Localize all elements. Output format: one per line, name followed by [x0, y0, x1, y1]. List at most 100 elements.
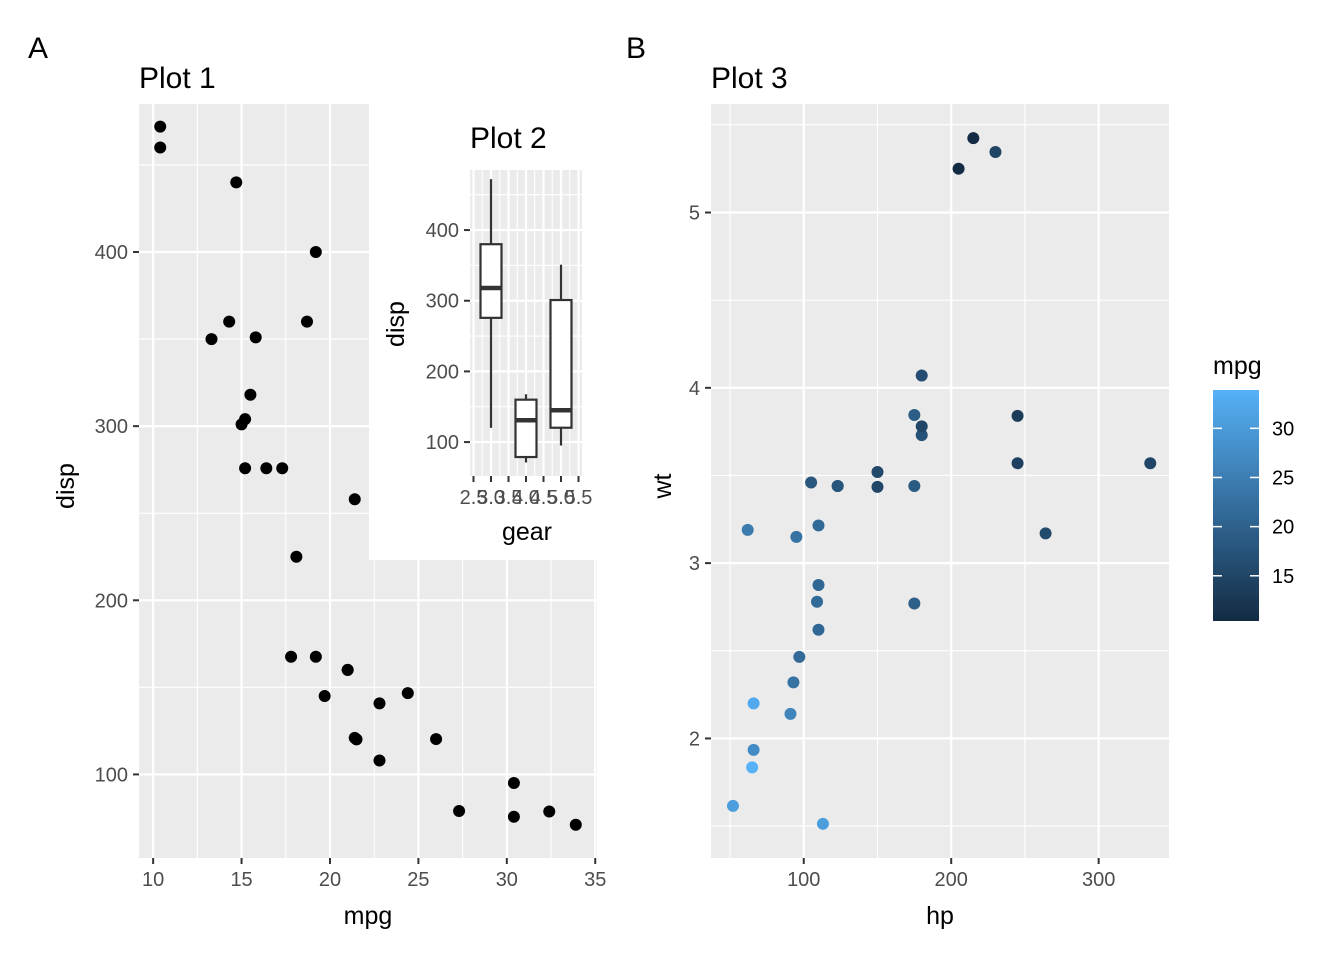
plot3-point [726, 799, 739, 812]
plot1-point [373, 697, 386, 710]
plot1-point [239, 462, 252, 475]
p1-x-tick-label: 25 [407, 869, 429, 891]
plot1-point [290, 550, 303, 563]
plot1-point [309, 650, 322, 663]
plot1-points [154, 120, 582, 831]
plot2-title: Plot 2 [470, 122, 547, 155]
plot1-point [260, 462, 273, 475]
p3-y-tick-label: 2 [689, 728, 700, 750]
panel-tag-b: B [626, 32, 646, 65]
p1-x-tick-label: 10 [142, 869, 164, 891]
plot2-box [549, 298, 573, 429]
plot1-y-axis-label: disp [52, 463, 80, 509]
legend-tick-label: 20 [1272, 517, 1294, 539]
plot2-boxes [479, 179, 573, 463]
plot2-x-axis-label: gear [502, 518, 552, 546]
p1-y-tick-label: 300 [95, 416, 128, 438]
plot3-point [805, 476, 818, 489]
plot1-point [543, 805, 556, 818]
p2-x-tick-label: 3.0 [477, 487, 505, 509]
plot3-point [747, 697, 760, 710]
plot2-y-axis-label: disp [382, 301, 410, 347]
plot3-y-axis-label: wt [649, 473, 677, 499]
p1-y-tick-label: 100 [95, 764, 128, 786]
plot3-point [812, 623, 825, 636]
plot3-point [746, 761, 759, 774]
plot1-point [348, 731, 361, 744]
plot1-title: Plot 1 [139, 62, 216, 95]
p2-x-tick-label: 3.5 [495, 487, 523, 509]
p2-y-tick-label: 100 [426, 432, 459, 454]
plot2-inset: 2.53.03.54.04.55.05.5 100 200 300 400 Plot 2… [369, 104, 599, 560]
plot1-point [300, 315, 313, 328]
p3-x-tick-label: 200 [935, 869, 968, 891]
p2-x-tick-label: 2.5 [460, 487, 488, 509]
plot3-point [816, 817, 829, 830]
p1-x-tick-label: 30 [496, 869, 518, 891]
panel-tag-a: A [28, 32, 48, 65]
p3-x-tick-label: 100 [787, 869, 820, 891]
plot3-point [1011, 457, 1024, 470]
p2-x-tick-label: 5.5 [565, 487, 593, 509]
legend-tick-label: 25 [1272, 467, 1294, 489]
legend-title: mpg [1213, 352, 1262, 380]
plot3-point [784, 707, 797, 720]
plot1-point [235, 418, 248, 431]
plot3-point [915, 420, 928, 433]
plot3-point [908, 408, 921, 421]
plot1-point [154, 141, 167, 154]
plot3-point [787, 676, 800, 689]
p1-y-tick-label: 200 [95, 590, 128, 612]
plot1-point [154, 120, 167, 133]
p2-x-tick-label: 4.5 [530, 487, 558, 509]
p1-y-tick-label: 400 [95, 242, 128, 264]
p2-x-tick-label: 4.0 [512, 487, 540, 509]
plot3-point [967, 132, 980, 145]
plot2-box [479, 243, 503, 319]
legend-tick-label: 15 [1272, 566, 1294, 588]
p2-y-tick-label: 200 [426, 361, 459, 383]
plot1-point [249, 331, 262, 344]
plot3-points [726, 132, 1157, 830]
p3-y-tick-label: 4 [689, 378, 700, 400]
plot3-x-axis-label: hp [926, 902, 954, 930]
plot2-box [514, 398, 538, 459]
plot1-point [318, 690, 331, 703]
plot3-point [908, 597, 921, 610]
plot3-point [871, 480, 884, 493]
plot3-point [790, 530, 803, 543]
plot1-point [276, 462, 289, 475]
plot1-point [285, 650, 298, 663]
p2-x-tick-label: 5.0 [547, 487, 575, 509]
plot1-point [507, 810, 520, 823]
plot3-panel-background [711, 104, 1169, 858]
plot1-point [430, 733, 443, 746]
plot3-point [811, 595, 824, 608]
plot1-point [223, 315, 236, 328]
plot3-title: Plot 3 [711, 62, 788, 95]
plot1-point [341, 663, 354, 676]
p1-x-tick-label: 35 [584, 869, 606, 891]
plot1-point [230, 176, 243, 189]
plot3-point [989, 146, 1002, 159]
p2-y-tick-label: 400 [426, 220, 459, 242]
plot3-point [952, 162, 965, 175]
p1-x-tick-label: 15 [230, 869, 252, 891]
plot3-point [812, 579, 825, 592]
plot3-point [908, 479, 921, 492]
plot3-point [793, 650, 806, 663]
plot3-point [741, 523, 754, 536]
plot1-point [373, 754, 386, 767]
plot1-x-axis-label: mpg [344, 902, 393, 930]
legend-tick-label: 30 [1272, 418, 1294, 440]
plot3-point [915, 429, 928, 442]
plot3-point [871, 465, 884, 478]
plot1-point [309, 246, 322, 259]
plot1-point [453, 804, 466, 817]
plot1-axes: 10 15 20 25 30 35 100 200 300 400 [95, 242, 607, 891]
plot3-grid [711, 104, 1169, 858]
plot3-panel: 100 200 300 2 3 4 5 Plot 3 hp wt [649, 62, 1169, 930]
p3-y-tick-label: 5 [689, 203, 700, 225]
plot3-axes: 100 200 300 2 3 4 5 [689, 203, 1115, 891]
plot3-point [831, 479, 844, 492]
